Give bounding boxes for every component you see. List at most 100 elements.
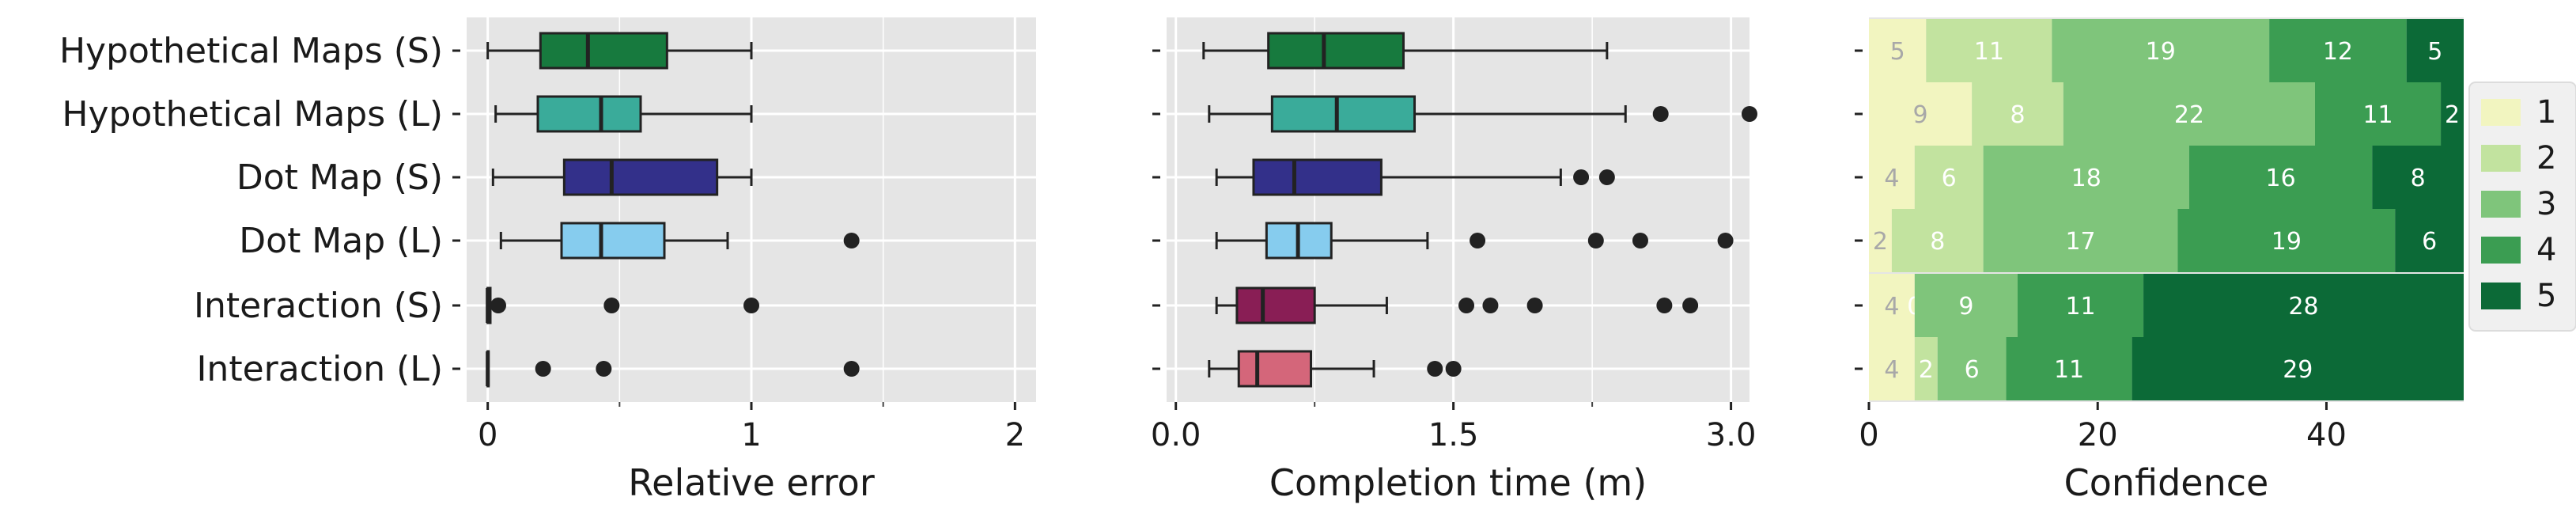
outlier-point [1458, 298, 1475, 313]
box-3 [1215, 158, 1615, 196]
plot-background [1167, 17, 1749, 402]
x-tick-label: 40 [2306, 417, 2347, 453]
outlier-point [1717, 233, 1734, 248]
stacked-segment [1914, 337, 1938, 400]
segment-value-label: 5 [2427, 38, 2442, 66]
x-tick-label: 3.0 [1706, 417, 1757, 453]
segment-value-label: 8 [2411, 165, 2426, 192]
outlier-point [1482, 298, 1499, 313]
stacked-segment [2269, 19, 2407, 82]
segment-value-label: 5 [1890, 38, 1905, 66]
stacked-segment [2315, 82, 2442, 146]
stacked-segment [2188, 146, 2373, 209]
box-iqr [560, 222, 666, 260]
y-tick-label: Hypothetical Maps (S) [59, 31, 443, 71]
stacked-segment [1891, 209, 1984, 272]
stacked-segment [1983, 209, 2178, 272]
segment-value-label: 4 [1884, 165, 1899, 192]
segment-value-label: 4 [1884, 356, 1899, 384]
segment-value-label: 17 [2065, 228, 2095, 256]
legend-swatch [2481, 283, 2521, 309]
segment-value-label: 11 [2054, 356, 2084, 384]
box-3 [491, 158, 753, 196]
panel-1: Hypothetical Maps (S) Hypothetical Maps (… [59, 17, 1036, 504]
box-6 [1208, 350, 1462, 388]
stacked-segment [1983, 146, 2189, 209]
stacked-segment [1914, 146, 1984, 209]
stacked-segment [1869, 146, 1915, 209]
segment-value-label: 6 [1965, 356, 1980, 384]
outlier-point [1742, 106, 1757, 122]
legend-swatch [2481, 191, 2521, 218]
box-iqr [1267, 32, 1405, 70]
box-iqr [1235, 286, 1316, 324]
outlier-point [1682, 298, 1699, 313]
stacked-segment [1869, 337, 1915, 400]
stacked-segment [2406, 19, 2464, 82]
stacked-segment [2063, 82, 2315, 146]
segment-value-label: 11 [2065, 293, 2095, 320]
outlier-point [1587, 233, 1604, 248]
stacked-segment [1869, 209, 1892, 272]
segment-value-label: 8 [2010, 101, 2025, 129]
stacked-segment [2006, 337, 2132, 400]
outlier-point [743, 298, 759, 313]
x-tick-label: 0 [1859, 417, 1878, 453]
outlier-point [1598, 169, 1615, 185]
legend-label: 4 [2536, 232, 2556, 268]
y-tick-label: Interaction (L) [196, 349, 443, 389]
segment-value-label: 6 [1942, 165, 1957, 192]
segment-value-label: 29 [2283, 356, 2313, 384]
stacked-segment [2143, 274, 2464, 337]
outlier-point [843, 233, 860, 248]
legend-label: 5 [2536, 278, 2556, 314]
stacked-segment [2441, 82, 2464, 146]
x-tick-label: 1.5 [1428, 417, 1479, 453]
box-4 [499, 222, 860, 260]
segment-value-label: 8 [1930, 228, 1945, 256]
stacked-segment [1914, 274, 2018, 337]
segment-value-label: 2 [2445, 101, 2460, 129]
legend-label: 1 [2536, 94, 2556, 131]
y-tick-label: Dot Map (S) [236, 157, 443, 198]
outlier-point [1470, 233, 1486, 248]
segment-value-label: 18 [2071, 165, 2101, 192]
outlier-point [490, 298, 506, 313]
outlier-point [535, 361, 551, 377]
segment-value-label: 19 [2146, 38, 2176, 66]
box-4 [1215, 222, 1734, 260]
segment-value-label: 11 [2362, 101, 2393, 129]
outlier-point [1526, 298, 1543, 313]
stacked-segment [1972, 82, 2063, 146]
y-tick-label: Dot Map (L) [239, 221, 443, 261]
x-axis-label: Completion time (m) [1269, 461, 1647, 504]
segment-value-label: 2 [1873, 228, 1888, 256]
stacked-segment [1869, 19, 1927, 82]
stacked-segment [2395, 209, 2464, 272]
box-5 [1215, 286, 1699, 324]
outlier-point [1632, 233, 1648, 248]
x-tick-label: 0.0 [1151, 417, 1201, 453]
legend-box [2468, 82, 2576, 332]
stacked-segment [2177, 209, 2396, 272]
segment-value-label: 12 [2323, 38, 2353, 66]
box-1 [486, 32, 753, 70]
segment-value-label: 6 [2422, 228, 2437, 256]
stacked-segment [1937, 337, 2007, 400]
legend: 1 2 3 4 5 [2468, 82, 2576, 332]
outlier-point [1656, 298, 1673, 313]
x-axis-label: Confidence [2064, 461, 2269, 504]
legend-swatch [2481, 99, 2521, 126]
box-5 [486, 286, 759, 324]
legend-label: 3 [2536, 186, 2556, 222]
outlier-point [1573, 169, 1590, 185]
stacked-segment [2372, 146, 2464, 209]
segment-value-label: 16 [2266, 165, 2296, 192]
x-axis-label: Relative error [628, 461, 875, 504]
outlier-point [596, 361, 612, 377]
segment-value-label: 9 [1958, 293, 1973, 320]
stacked-segment [2018, 274, 2144, 337]
segment-value-label: 9 [1913, 101, 1928, 129]
